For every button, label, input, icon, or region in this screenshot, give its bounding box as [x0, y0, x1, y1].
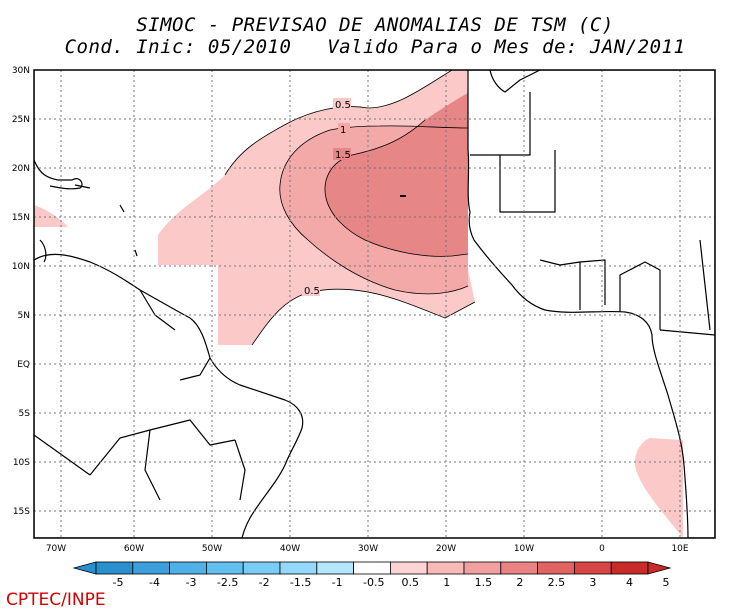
colorbar-label: 2	[516, 576, 523, 589]
lon-label: 10E	[671, 544, 688, 554]
lon-label: 50W	[202, 544, 222, 554]
lat-label: 5S	[19, 409, 31, 419]
contour-line-1.5	[324, 119, 469, 257]
lon-label: 10W	[514, 544, 534, 554]
colorbar-label: 2.5	[548, 576, 566, 589]
colorbar-label: 0.5	[402, 576, 420, 589]
colorbar-label: -2.5	[217, 576, 238, 589]
colorbar-swatch	[463, 561, 502, 575]
colorbar-swatch	[610, 561, 649, 575]
lat-labels: 30N 25N 20N 15N 10N 5N EQ 5S 10S 15S	[12, 66, 30, 517]
contour-label-1: 1	[340, 125, 346, 136]
lon-label: 20W	[436, 544, 456, 554]
colorbar-label: -3	[186, 576, 197, 589]
colorbar-swatch	[316, 561, 354, 575]
colorbar-swatch	[537, 561, 575, 575]
contour-line-1	[279, 125, 469, 295]
colorbar-label: -4	[149, 576, 160, 589]
lat-label: 10N	[12, 262, 30, 272]
grid	[34, 70, 715, 538]
colorbar-labels: -5 -4 -3 -2.5 -2 -1.5 -1 -0.5 0.5 1 1.5 2 2.5 3 4 5	[113, 576, 670, 589]
coastlines	[34, 70, 715, 538]
colorbar-swatch	[132, 561, 171, 575]
lat-label: 25N	[12, 115, 30, 125]
lon-label: 40W	[280, 544, 300, 554]
map-title: SIMOC - PREVISAO DE ANOMALIAS DE TSM (C)	[136, 14, 614, 36]
lon-label: 0	[599, 544, 605, 554]
colorbar-label: -5	[113, 576, 124, 589]
colorbar-swatch	[389, 561, 428, 575]
contour-label-1.5: 1.5	[335, 150, 351, 161]
colorbar-label: -2	[259, 576, 270, 589]
colorbar-label: 1.5	[475, 576, 493, 589]
anomaly-region-1.5	[325, 93, 468, 257]
colorbar-label: 1	[443, 576, 450, 589]
colorbar-swatch	[353, 561, 391, 575]
lat-label: 30N	[12, 66, 30, 76]
colorbar-label: 5	[663, 576, 670, 589]
colorbar	[72, 561, 672, 575]
anomaly-region-southeast	[634, 438, 683, 538]
colorbar-swatch	[500, 561, 538, 575]
contour-labels: 0.5 1 1.5 0.5	[302, 98, 351, 297]
contour-line-0.5	[224, 70, 453, 176]
lon-label: 60W	[124, 544, 144, 554]
anomaly-region-west	[34, 205, 68, 227]
colorbar-swatch	[242, 561, 281, 575]
map-subtitle: Cond. Inic: 05/2010 Valido Para o Mes de…	[64, 36, 686, 58]
lon-label: 70W	[46, 544, 66, 554]
lat-label: 20N	[12, 164, 30, 174]
colorbar-swatch	[279, 561, 318, 575]
lat-label: 15N	[12, 213, 30, 223]
colorbar-swatch	[574, 561, 612, 575]
colorbar-label: 4	[626, 576, 633, 589]
contour-label-0.5-south: 0.5	[304, 286, 320, 297]
credit-label: CPTEC/INPE	[6, 590, 106, 610]
lat-label: 5N	[18, 311, 30, 321]
colorbar-label: -1.5	[290, 576, 311, 589]
colorbar-label: 3	[589, 576, 596, 589]
contour-label-0.5-north: 0.5	[335, 100, 351, 111]
colorbar-swatch	[205, 561, 244, 575]
colorbar-swatch	[169, 561, 207, 575]
colorbar-arrow-left	[72, 561, 97, 575]
colorbar-arrow-right	[647, 561, 672, 575]
colorbar-swatch	[426, 561, 465, 575]
colorbar-label: -0.5	[363, 576, 384, 589]
colorbar-swatch	[95, 561, 134, 575]
lon-labels: 70W 60W 50W 40W 30W 20W 10W 0 10E	[46, 544, 689, 554]
colorbar-label: -1	[332, 576, 343, 589]
lat-label: 15S	[13, 507, 30, 517]
lat-label: 10S	[13, 458, 30, 468]
lat-label: EQ	[17, 360, 30, 370]
lon-label: 30W	[358, 544, 378, 554]
